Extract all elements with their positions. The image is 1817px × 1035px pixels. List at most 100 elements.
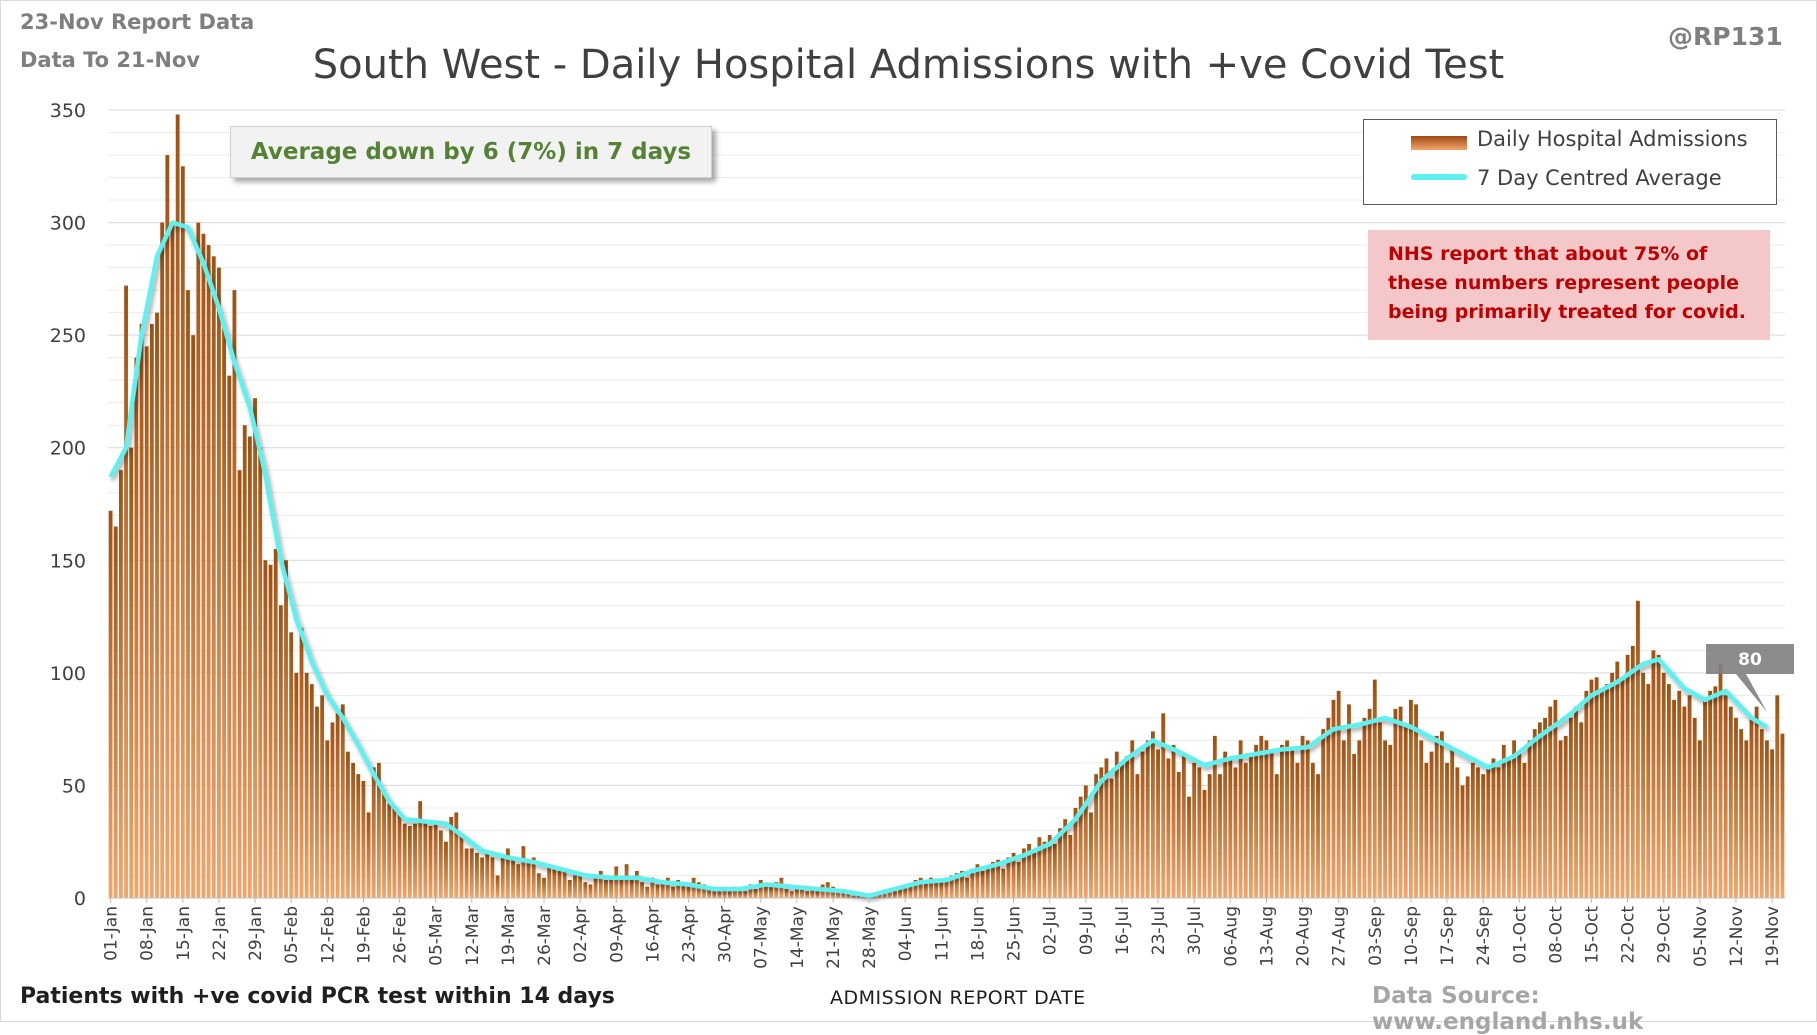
bar (237, 470, 242, 898)
bar (1687, 695, 1692, 898)
bar (1708, 690, 1713, 898)
bar (614, 866, 619, 898)
bar (284, 560, 288, 898)
footnote-pcr: Patients with +ve covid PCR test within … (20, 984, 615, 1009)
bar (738, 888, 743, 898)
x-tick-label: 16-Jul (1113, 906, 1133, 955)
bar (1558, 740, 1563, 898)
bar (562, 868, 567, 898)
y-tick-label: 150 (50, 550, 86, 572)
bar (1584, 690, 1589, 898)
bar (573, 875, 577, 898)
y-tick-label: 300 (50, 213, 86, 235)
bar (108, 510, 113, 898)
bar (1501, 744, 1506, 898)
bar (309, 684, 314, 898)
bar (1605, 684, 1609, 898)
bar (1063, 819, 1068, 898)
x-tick-label: 02-Jul (1041, 906, 1061, 955)
bar (547, 864, 552, 898)
x-tick-label: 19-Feb (354, 906, 374, 964)
bar (1543, 717, 1547, 898)
bar (1166, 758, 1171, 898)
bar (640, 882, 644, 898)
bar (1770, 749, 1775, 898)
bar (1135, 774, 1140, 898)
bar (1429, 751, 1434, 898)
bar (696, 882, 701, 898)
x-tick-label: 27-Aug (1330, 906, 1350, 967)
bar (505, 848, 510, 898)
bar (273, 549, 278, 898)
bar (1202, 789, 1207, 898)
author-handle: @RP131 (1668, 22, 1783, 51)
bar (934, 879, 939, 898)
bar (774, 882, 779, 898)
bar (996, 859, 1001, 898)
bar (1145, 740, 1150, 898)
bar (1104, 758, 1109, 898)
bar (1460, 785, 1465, 898)
bar (970, 868, 975, 898)
bar (567, 879, 572, 898)
bar (186, 290, 190, 899)
bar (1548, 706, 1553, 898)
bar (1398, 706, 1403, 898)
bar (356, 774, 361, 898)
bar (1651, 650, 1656, 898)
bar (206, 245, 211, 899)
x-tick-label: 10-Sep (1402, 906, 1422, 966)
bar (134, 357, 139, 899)
x-tick-label: 16-Apr (643, 906, 663, 963)
bar (139, 323, 144, 898)
bar (1532, 729, 1537, 898)
bar (315, 706, 319, 898)
bar (985, 866, 990, 898)
bar (340, 704, 345, 898)
bar (743, 891, 748, 898)
x-tick-label: 11-Jun (932, 906, 952, 961)
bar (903, 886, 908, 898)
bar (160, 222, 165, 899)
bar (1254, 744, 1259, 898)
bar (495, 875, 500, 898)
bar (1357, 740, 1362, 898)
bar (232, 290, 237, 899)
bar (1424, 762, 1429, 898)
bar (500, 857, 505, 898)
bar (1522, 762, 1527, 898)
bar (1249, 753, 1253, 898)
bar (1728, 706, 1733, 898)
bar (1765, 740, 1769, 898)
bar (418, 801, 423, 898)
x-tick-label: 08-Oct (1546, 906, 1566, 964)
bar (1212, 735, 1217, 898)
bar (247, 436, 252, 898)
x-tick-label: 22-Jan (210, 906, 230, 961)
bar (1697, 740, 1702, 898)
bar (1481, 774, 1486, 898)
bar (454, 812, 459, 898)
bar (144, 346, 149, 898)
bar (511, 857, 515, 898)
bar (686, 886, 691, 898)
bar (836, 888, 841, 898)
bar (918, 877, 923, 898)
bar (1512, 740, 1517, 898)
bar (1120, 762, 1124, 898)
x-tick-label: 29-Jan (246, 906, 266, 961)
bar (609, 875, 614, 898)
bar (1393, 708, 1398, 898)
bar (1599, 688, 1604, 898)
bar (1099, 767, 1104, 898)
bar (289, 632, 294, 898)
bar (480, 857, 485, 898)
x-tick-label: 22-Oct (1619, 906, 1639, 964)
bar (1383, 740, 1388, 898)
bar (1187, 796, 1191, 898)
bar (1646, 684, 1651, 898)
chart-title: South West - Daily Hospital Admissions w… (312, 42, 1505, 88)
bar (805, 891, 810, 898)
bar (1089, 812, 1093, 898)
callout-label: 80 (1738, 650, 1762, 670)
